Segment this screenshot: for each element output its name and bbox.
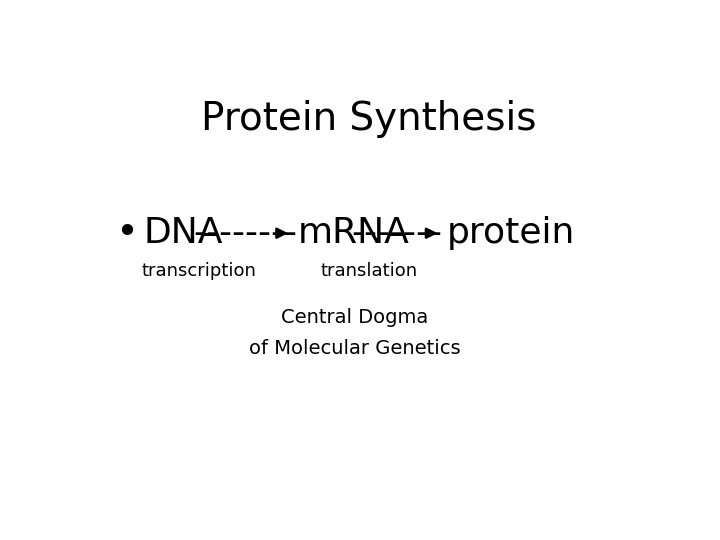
Text: transcription: transcription (141, 261, 256, 280)
Text: Protein Synthesis: Protein Synthesis (202, 100, 536, 138)
Text: -------: ------- (351, 216, 442, 250)
Text: --------: -------- (193, 216, 297, 250)
Text: translation: translation (320, 261, 418, 280)
Text: Central Dogma
of Molecular Genetics: Central Dogma of Molecular Genetics (249, 308, 461, 358)
Text: •: • (115, 214, 138, 252)
Text: DNA: DNA (143, 216, 222, 250)
Text: mRNA: mRNA (297, 216, 410, 250)
Text: protein: protein (447, 216, 575, 250)
